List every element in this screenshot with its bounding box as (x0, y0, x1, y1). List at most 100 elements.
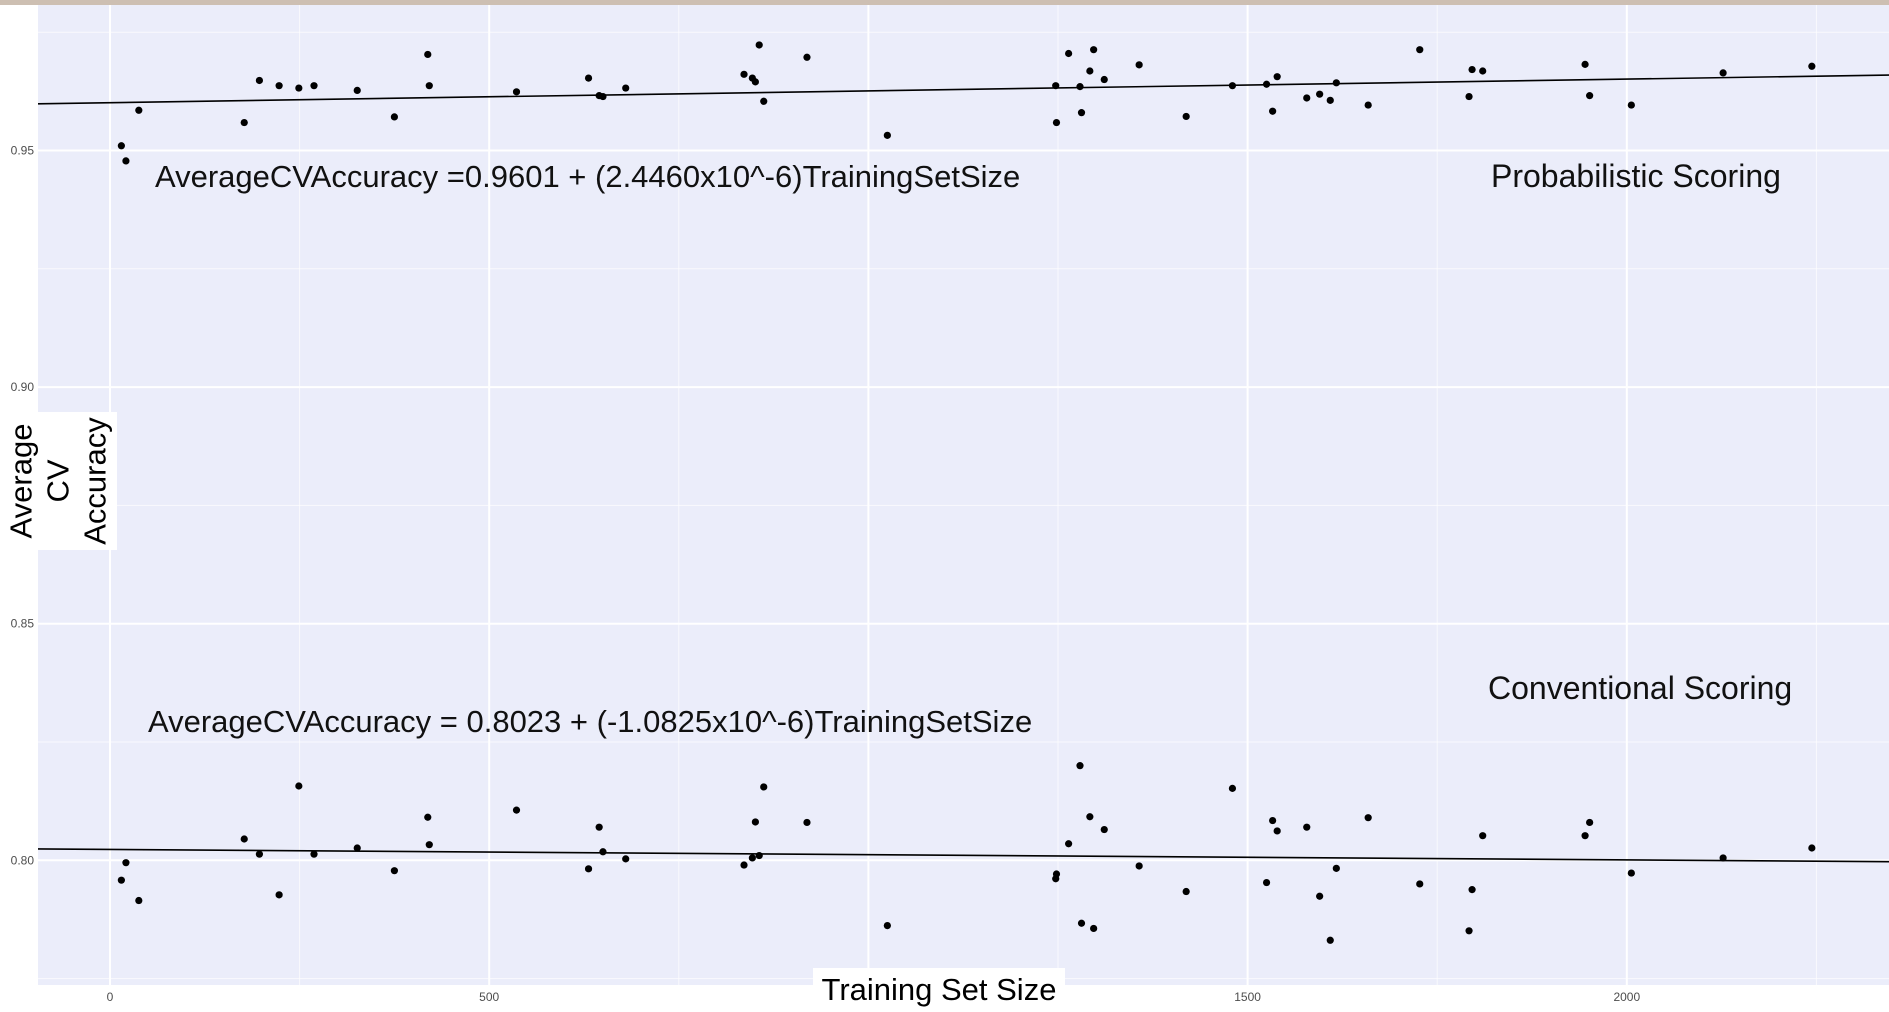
data-point (1273, 73, 1281, 81)
data-point (135, 896, 143, 905)
data-point (740, 70, 748, 78)
data-point (760, 97, 768, 105)
data-point (1090, 924, 1098, 933)
x-tick-label: 0 (107, 990, 114, 1004)
data-point (1719, 69, 1727, 77)
data-point (1052, 870, 1061, 878)
data-point (1326, 96, 1334, 104)
data-point (584, 865, 593, 873)
data-point (424, 813, 432, 821)
data-point (1808, 62, 1816, 70)
data-point (1100, 75, 1108, 84)
data-point (1808, 844, 1816, 852)
data-point (1332, 864, 1340, 872)
data-point (1416, 880, 1424, 888)
data-point (751, 78, 759, 86)
y-axis-label-box (0, 412, 117, 550)
data-point (1077, 109, 1086, 117)
x-tick-label: 1500 (1234, 990, 1261, 1004)
y-tick-label: 0.80 (11, 853, 35, 867)
data-point (1269, 816, 1277, 825)
data-point (584, 74, 593, 82)
data-point (512, 88, 521, 96)
data-point (1135, 61, 1143, 69)
data-point (1273, 827, 1281, 835)
data-point (275, 891, 283, 899)
data-point (1416, 46, 1424, 54)
data-point (748, 854, 756, 862)
data-point (622, 855, 630, 863)
data-point (1468, 886, 1476, 894)
data-point (1228, 82, 1237, 90)
data-point (1316, 90, 1324, 98)
regression-lines (37, 74, 1889, 863)
regression-line (37, 848, 1889, 863)
data-point (310, 850, 318, 858)
data-point (1364, 101, 1372, 109)
data-point (1479, 832, 1487, 840)
data-point (1627, 869, 1635, 877)
data-point (1182, 887, 1190, 896)
data-point (255, 850, 264, 858)
data-point (1719, 854, 1727, 862)
data-point (1086, 813, 1094, 821)
data-point (755, 851, 763, 860)
data-point (760, 783, 768, 791)
regression-line (37, 74, 1889, 105)
annotations: AverageCVAccuracy =0.9601 + (2.4460x10^-… (148, 158, 1792, 739)
data-point (1303, 823, 1311, 831)
data-point (1465, 927, 1473, 935)
data-point (1581, 832, 1589, 840)
data-point (1100, 825, 1108, 834)
x-tick-label: 2000 (1613, 990, 1640, 1004)
data-point (803, 818, 811, 827)
data-points (117, 41, 1816, 944)
data-point (1465, 92, 1473, 101)
data-point (1468, 65, 1476, 74)
data-point (1086, 67, 1094, 75)
y-tick-label: 0.90 (11, 380, 35, 394)
data-point (295, 782, 303, 790)
data-point (1586, 818, 1594, 827)
data-point (1303, 94, 1311, 102)
data-point (122, 157, 130, 165)
data-point (1581, 60, 1589, 68)
equation-conventional: AverageCVAccuracy = 0.8023 + (-1.0825x10… (148, 704, 1032, 739)
data-point (240, 118, 248, 127)
data-point (390, 867, 398, 875)
data-point (599, 92, 607, 101)
data-point (122, 859, 130, 867)
data-point (740, 861, 748, 869)
axis-tick-labels: 0.80 0.85 0.90 0.95 0 500 1500 2000 (11, 144, 1641, 1005)
data-point (755, 41, 763, 49)
label-conventional-scoring: Conventional Scoring (1488, 670, 1792, 706)
y-tick-label: 0.95 (11, 144, 35, 158)
data-point (1262, 878, 1271, 887)
data-point (1262, 80, 1271, 88)
data-point (295, 84, 303, 92)
equation-probabilistic: AverageCVAccuracy =0.9601 + (2.4460x10^-… (155, 159, 1020, 194)
data-point (353, 86, 361, 95)
data-point (1076, 762, 1084, 770)
data-point (240, 835, 248, 843)
data-point (117, 876, 125, 884)
data-point (135, 106, 143, 114)
data-point (1090, 46, 1098, 54)
data-point (599, 848, 607, 856)
data-point (595, 823, 603, 831)
minor-gridlines (38, 5, 1889, 985)
data-point (1479, 67, 1487, 75)
data-point (255, 76, 264, 85)
data-point (1065, 49, 1073, 58)
data-point (1326, 936, 1334, 944)
data-point (425, 82, 433, 90)
data-point (353, 844, 361, 852)
data-point (1332, 79, 1340, 87)
data-point (512, 806, 521, 814)
data-point (883, 922, 891, 930)
data-point (310, 82, 318, 90)
data-point (1228, 784, 1237, 792)
data-point (1135, 862, 1143, 870)
data-point (390, 113, 398, 121)
